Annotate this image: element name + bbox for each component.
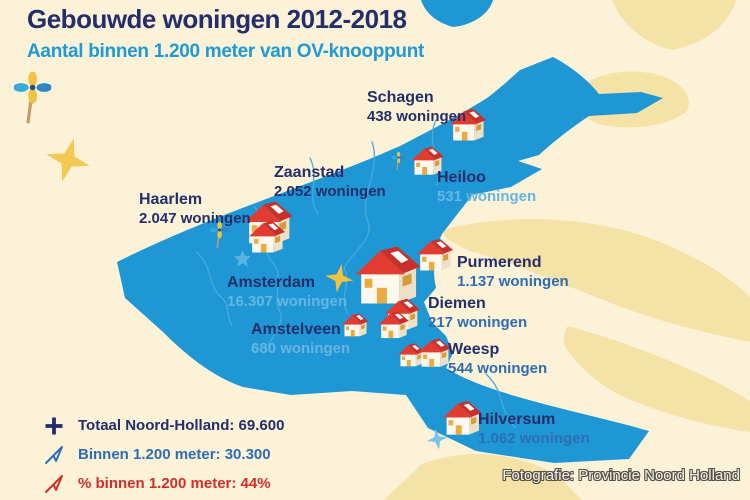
legend-row-within: Binnen 1.200 meter: 30.300 (42, 440, 284, 469)
sand-patch-top-right (612, 0, 736, 50)
legend-within: Binnen 1.200 meter: 30.300 (78, 446, 271, 463)
city-count: 680 woningen (251, 340, 351, 357)
city-count: 531 woningen (437, 188, 537, 205)
city-label-zaanstad: Zaanstad 2.052 woningen (274, 163, 386, 201)
city-count: 2.047 woningen (139, 210, 251, 227)
plane-icon (40, 132, 96, 188)
legend: Totaal Noord-Holland: 69.600 Binnen 1.20… (42, 411, 284, 498)
city-count: 2.052 woningen (274, 183, 386, 200)
city-name: Diemen (428, 295, 486, 312)
city-name: Purmerend (457, 254, 542, 271)
city-name: Haarlem (139, 191, 203, 208)
city-name: Amsterdam (227, 274, 316, 291)
legend-percent: % binnen 1.200 meter: 44% (78, 475, 271, 492)
map-island-texel (421, 0, 493, 27)
photo-credit: Fotografie: Provincie Noord Holland (502, 467, 740, 484)
page-subtitle: Aantal binnen 1.200 meter van OV-knooppu… (27, 41, 425, 62)
sand-patch-northeast (442, 219, 750, 342)
red-dart-icon (45, 474, 63, 493)
legend-row-total: Totaal Noord-Holland: 69.600 (42, 411, 284, 440)
city-count: 16.307 woningen (227, 293, 348, 310)
city-label-weesp: Weesp 544 woningen (448, 340, 547, 378)
plus-icon (45, 417, 63, 434)
city-label-schagen: Schagen 438 woningen (367, 88, 466, 126)
sand-patch-bottom (384, 454, 582, 500)
city-label-hilversum: Hilversum 1.062 woningen (478, 410, 590, 448)
city-label-amsterdam: Amsterdam 16.307 woningen (227, 273, 347, 311)
city-label-purmerend: Purmerend 1.137 woningen (457, 253, 569, 291)
legend-total: Totaal Noord-Holland: 69.600 (78, 417, 285, 434)
city-count: 438 woningen (367, 108, 467, 125)
city-name: Heiloo (437, 169, 486, 186)
legend-row-percent: % binnen 1.200 meter: 44% (42, 469, 284, 498)
page-title: Gebouwde woningen 2012-2018 (27, 4, 407, 34)
city-name: Hilversum (478, 411, 556, 428)
city-count: 544 woningen (448, 360, 548, 377)
city-name: Weesp (448, 341, 500, 358)
city-name: Schagen (367, 89, 434, 106)
city-name: Amstelveen (251, 321, 341, 338)
city-label-haarlem: Haarlem 2.047 woningen (139, 190, 251, 228)
city-count: 1.137 woningen (457, 273, 569, 290)
city-name: Zaanstad (274, 164, 345, 181)
sand-patch-southeast (563, 326, 750, 432)
city-label-heiloo: Heiloo 531 woningen (437, 168, 536, 206)
city-count: 217 woningen (428, 314, 528, 331)
blue-dart-icon (45, 445, 63, 464)
pinwheel-icon (14, 72, 52, 125)
city-count: 1.062 woningen (478, 430, 590, 447)
header: Gebouwde woningen 2012-2018 Aantal binne… (27, 4, 424, 63)
city-label-amstelveen: Amstelveen 680 woningen (251, 320, 350, 358)
city-label-diemen: Diemen 217 woningen (428, 294, 527, 332)
